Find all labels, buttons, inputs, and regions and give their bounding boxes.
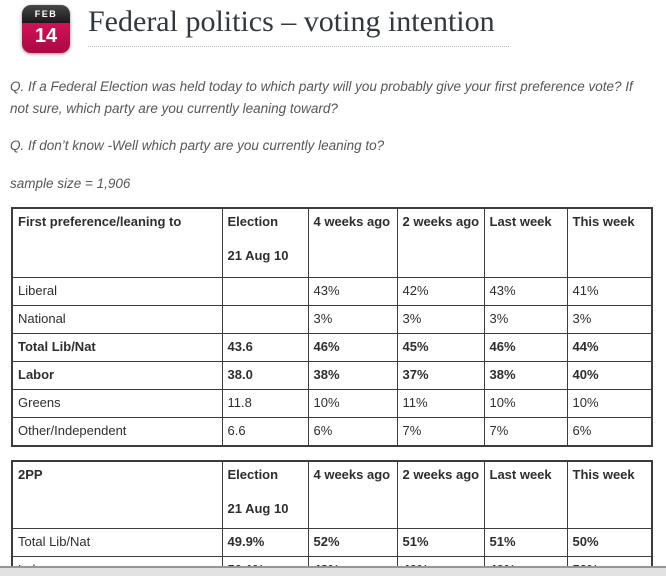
table-cell xyxy=(221,305,309,335)
table2-corner-header: 2PP xyxy=(11,460,223,530)
table-cell: 10% xyxy=(307,389,398,419)
table-cell: 10% xyxy=(483,389,568,419)
table-cell: 51% xyxy=(483,528,568,558)
badge-day: 14 xyxy=(22,23,70,53)
table-cell: 44% xyxy=(566,333,653,363)
two-party-preferred-table: 2PP Election 21 Aug 10 4 weeks ago 2 wee… xyxy=(11,460,653,576)
table-cell: 41% xyxy=(566,277,653,307)
row-label: Greens xyxy=(11,389,223,419)
badge-month: FEB xyxy=(22,5,70,23)
table1-col-this-week: This week xyxy=(566,207,653,279)
table2-row-total-lib-nat: Total Lib/Nat 49.9% 52% 51% 51% 50% xyxy=(11,528,653,558)
table-cell: 43% xyxy=(483,277,568,307)
table-cell: 7% xyxy=(396,417,485,447)
table-cell: 11% xyxy=(396,389,485,419)
table1-col-4-weeks-ago: 4 weeks ago xyxy=(307,207,398,279)
table-cell: 10% xyxy=(566,389,653,419)
page-bottom-divider xyxy=(0,566,666,576)
question-paragraph-1: Q. If a Federal Election was held today … xyxy=(10,79,633,116)
table-cell: 3% xyxy=(396,305,485,335)
table-cell: 45% xyxy=(396,333,485,363)
table-cell: 6% xyxy=(566,417,653,447)
table2-col-4-weeks-ago: 4 weeks ago xyxy=(307,460,398,530)
table-cell: 46% xyxy=(483,333,568,363)
table-cell: 3% xyxy=(483,305,568,335)
table-cell: 6.6 xyxy=(221,417,309,447)
first-preference-table: First preference/leaning to Election 21 … xyxy=(11,207,653,448)
table-cell: 50% xyxy=(566,528,653,558)
row-label: Liberal xyxy=(11,277,223,307)
table-cell: 40% xyxy=(566,361,653,391)
table2-col-this-week: This week xyxy=(566,460,653,530)
table-cell: 42% xyxy=(396,277,485,307)
question-paragraph-2: Q. If don’t know -Well which party are y… xyxy=(10,137,385,153)
table2-header-row: 2PP Election 21 Aug 10 4 weeks ago 2 wee… xyxy=(11,460,653,530)
table-cell: 43% xyxy=(307,277,398,307)
election-label: Election xyxy=(227,467,279,483)
table1-row-total-lib-nat: Total Lib/Nat 43.6 46% 45% 46% 44% xyxy=(11,333,653,363)
table-cell: 52% xyxy=(307,528,398,558)
table1-row-labor: Labor 38.0 38% 37% 38% 40% xyxy=(11,361,653,391)
table2-col-2-weeks-ago: 2 weeks ago xyxy=(396,460,485,530)
row-label: Total Lib/Nat xyxy=(11,528,223,558)
row-label: Other/Independent xyxy=(11,417,223,447)
row-label: Labor xyxy=(11,361,223,391)
table-cell: 38% xyxy=(483,361,568,391)
calendar-date-icon: FEB 14 xyxy=(22,5,70,53)
table1-row-other-independent: Other/Independent 6.6 6% 7% 7% 6% xyxy=(11,417,653,447)
table1-corner-header: First preference/leaning to xyxy=(11,207,223,279)
table2-election-header: Election 21 Aug 10 xyxy=(221,460,309,530)
election-date: 21 Aug 10 xyxy=(227,248,289,264)
page-title-link[interactable]: Federal politics – voting intention xyxy=(88,5,509,47)
table-cell: 3% xyxy=(307,305,398,335)
election-label: Election xyxy=(227,214,279,230)
table-cell: 6% xyxy=(307,417,398,447)
table1-election-header: Election 21 Aug 10 xyxy=(221,207,309,279)
table-cell: 11.8 xyxy=(221,389,309,419)
table1-col-2-weeks-ago: 2 weeks ago xyxy=(396,207,485,279)
table-cell: 7% xyxy=(483,417,568,447)
article-body: Q. If a Federal Election was held today … xyxy=(0,76,666,194)
table-cell: 46% xyxy=(307,333,398,363)
table1-header-row: First preference/leaning to Election 21 … xyxy=(11,207,653,279)
table1-row-national: National 3% 3% 3% 3% xyxy=(11,305,653,335)
table-cell: 3% xyxy=(566,305,653,335)
row-label: Total Lib/Nat xyxy=(11,333,223,363)
table2-col-last-week: Last week xyxy=(483,460,568,530)
table-cell: 38% xyxy=(307,361,398,391)
table1-row-liberal: Liberal 43% 42% 43% 41% xyxy=(11,277,653,307)
table-cell: 43.6 xyxy=(221,333,309,363)
table1-row-greens: Greens 11.8 10% 11% 10% 10% xyxy=(11,389,653,419)
page-title: Federal politics – voting intention xyxy=(88,5,509,47)
row-label: National xyxy=(11,305,223,335)
election-date: 21 Aug 10 xyxy=(227,501,289,517)
table-cell xyxy=(221,277,309,307)
table1-col-last-week: Last week xyxy=(483,207,568,279)
article-header: FEB 14 Federal politics – voting intenti… xyxy=(0,0,666,53)
table-cell: 38.0 xyxy=(221,361,309,391)
sample-size-note: sample size = 1,906 xyxy=(10,175,131,191)
table-cell: 49.9% xyxy=(221,528,309,558)
table-cell: 51% xyxy=(396,528,485,558)
table-cell: 37% xyxy=(396,361,485,391)
